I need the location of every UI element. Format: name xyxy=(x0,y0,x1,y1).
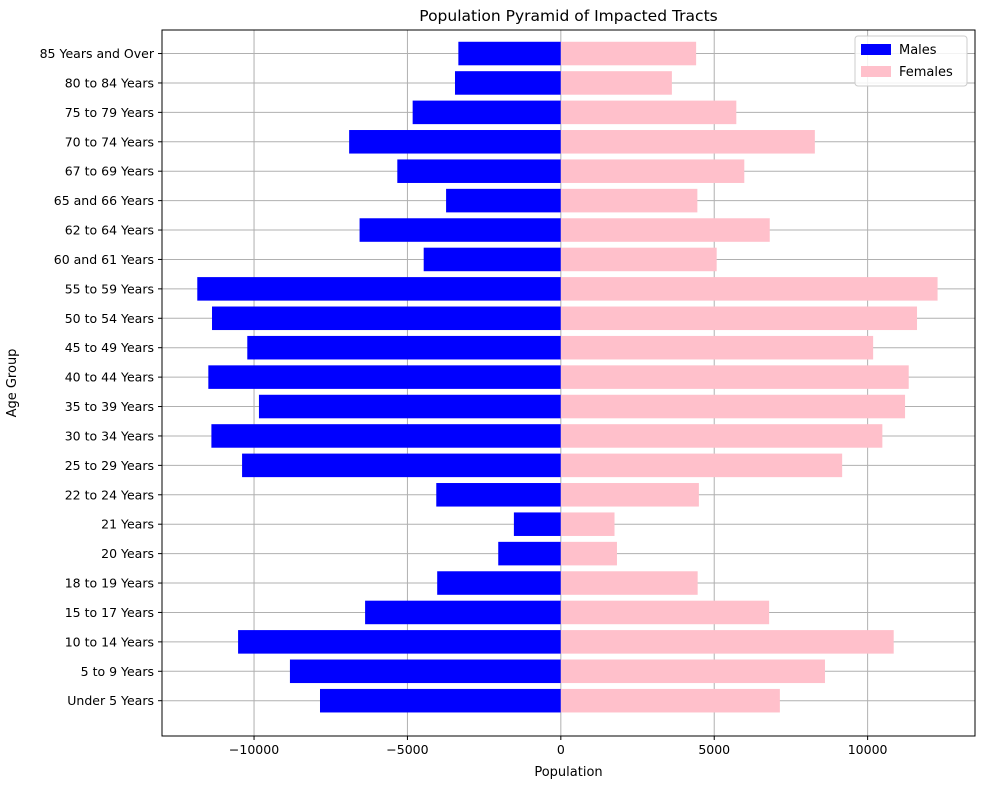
chart-title: Population Pyramid of Impacted Tracts xyxy=(419,7,717,25)
y-tick-label: 65 and 66 Years xyxy=(54,193,154,208)
y-tick-label: 62 to 64 Years xyxy=(65,223,154,238)
y-tick-label: 75 to 79 Years xyxy=(65,105,154,120)
males-bar xyxy=(412,100,561,125)
females-bar xyxy=(560,306,918,331)
males-bar xyxy=(446,188,561,213)
males-bar xyxy=(247,335,561,360)
females-bar xyxy=(560,41,697,66)
y-tick-label: 21 Years xyxy=(101,517,154,532)
females-bar xyxy=(560,218,770,242)
legend: Males Females xyxy=(854,35,968,87)
y-tick-label: 22 to 24 Years xyxy=(65,487,154,502)
males-bar xyxy=(238,630,561,654)
legend-label-males: Males xyxy=(899,43,937,58)
males-bar xyxy=(397,159,561,183)
males-bar xyxy=(359,218,561,242)
males-bar xyxy=(454,71,561,95)
males-bar xyxy=(513,512,561,536)
females-bar xyxy=(560,659,825,684)
females-bar xyxy=(560,71,672,95)
y-tick-label: 55 to 59 Years xyxy=(65,281,154,296)
y-tick-label: 18 to 19 Years xyxy=(65,576,154,591)
males-bar xyxy=(258,394,561,419)
y-tick-label: Under 5 Years xyxy=(67,693,154,708)
females-bar xyxy=(560,277,938,301)
females-bar xyxy=(560,541,617,566)
y-tick-label: 80 to 84 Years xyxy=(65,75,154,90)
y-tick-label: 20 Years xyxy=(101,546,154,561)
legend-swatch-females xyxy=(861,66,891,77)
males-bar xyxy=(349,130,561,154)
y-tick-label: 15 to 17 Years xyxy=(65,605,154,620)
x-axis-ticks: −10000 −5000 0 5000 10000 xyxy=(229,736,888,757)
males-bar xyxy=(212,306,561,331)
males-bar xyxy=(319,688,561,713)
females-bar xyxy=(560,571,698,595)
x-tick-label: −5000 xyxy=(386,742,428,757)
males-bar xyxy=(423,247,561,272)
y-tick-label: 70 to 74 Years xyxy=(65,134,154,149)
males-bar xyxy=(365,600,561,625)
females-bar xyxy=(560,688,780,713)
males-bar xyxy=(498,541,561,566)
males-bar xyxy=(242,453,561,478)
females-bar xyxy=(560,394,906,419)
y-tick-label: 67 to 69 Years xyxy=(65,164,154,179)
males-bar xyxy=(458,41,561,66)
males-bar xyxy=(211,424,561,448)
y-tick-label: 50 to 54 Years xyxy=(65,311,154,326)
y-tick-label: 35 to 39 Years xyxy=(65,399,154,414)
y-tick-label: 25 to 29 Years xyxy=(65,458,154,473)
males-bar xyxy=(289,659,561,684)
x-tick-label: 5000 xyxy=(698,742,730,757)
males-bar xyxy=(197,277,561,301)
y-tick-label: 30 to 34 Years xyxy=(65,428,154,443)
legend-swatch-males xyxy=(861,44,891,55)
females-bar xyxy=(560,483,699,507)
males-bar xyxy=(437,571,561,595)
plot-frame xyxy=(161,29,976,737)
females-bar xyxy=(560,512,615,536)
x-tick-label: −10000 xyxy=(229,742,279,757)
x-tick-label: 10000 xyxy=(848,742,888,757)
females-bar xyxy=(560,600,770,625)
y-tick-label: 40 to 44 Years xyxy=(65,370,154,385)
x-axis-title: Population xyxy=(534,765,602,780)
females-bar xyxy=(560,630,894,654)
females-bar xyxy=(560,335,874,360)
females-bar xyxy=(560,424,883,448)
bars xyxy=(197,41,938,713)
y-tick-label: 85 Years and Over xyxy=(40,46,155,61)
y-axis-ticks: Under 5 Years 5 to 9 Years 10 to 14 Years 1… xyxy=(40,46,162,708)
legend-label-females: Females xyxy=(899,65,953,80)
females-bar xyxy=(560,188,698,213)
females-bar xyxy=(560,100,737,125)
y-tick-label: 10 to 14 Years xyxy=(65,634,154,649)
y-axis-title: Age Group xyxy=(5,349,20,418)
females-bar xyxy=(560,365,909,389)
y-tick-label: 5 to 9 Years xyxy=(81,664,154,679)
y-tick-label: 60 and 61 Years xyxy=(54,252,154,267)
females-bar xyxy=(560,130,815,154)
males-bar xyxy=(208,365,561,389)
x-tick-label: 0 xyxy=(557,742,565,757)
males-bar xyxy=(436,483,561,507)
y-tick-label: 45 to 49 Years xyxy=(65,340,154,355)
females-bar xyxy=(560,247,717,272)
females-bar xyxy=(560,159,745,183)
females-bar xyxy=(560,453,843,478)
